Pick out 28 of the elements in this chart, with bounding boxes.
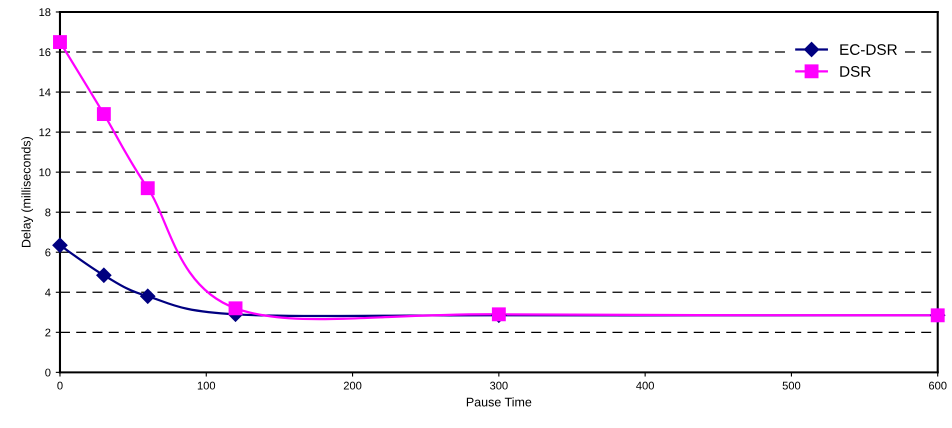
point (52, 238, 68, 253)
x-tick-label: 200 (344, 382, 362, 390)
point (96, 268, 112, 283)
point (53, 35, 67, 49)
x-tick-label: 300 (490, 382, 508, 390)
legend-label: DSR (840, 66, 871, 77)
y-tick-label: 14 (39, 88, 51, 96)
x-tick-label: 100 (198, 382, 216, 390)
x-axis-title: Pause Time (466, 397, 532, 406)
y-axis-title: Delay (milliseconds) (21, 137, 34, 248)
x-tick-label: 400 (636, 382, 654, 390)
y-tick-label: 6 (45, 248, 50, 256)
legend-label: EC-DSR (840, 44, 897, 55)
y-tick-label: 4 (45, 288, 51, 296)
point (140, 288, 156, 304)
y-tick-label: 12 (39, 128, 50, 136)
y-tick-label: 2 (45, 328, 50, 336)
x-tick-label: 0 (57, 382, 63, 390)
x-tick-label: 500 (782, 382, 800, 390)
point (96, 107, 111, 122)
y-tick-label: 16 (39, 48, 50, 56)
y-tick-label: 10 (39, 168, 51, 176)
point (140, 181, 155, 196)
point (228, 301, 242, 316)
x-tick-label: 600 (929, 382, 947, 390)
y-tick-label: 0 (45, 368, 51, 376)
y-tick-label: 18 (39, 8, 50, 16)
y-tick-label: 8 (45, 208, 50, 216)
